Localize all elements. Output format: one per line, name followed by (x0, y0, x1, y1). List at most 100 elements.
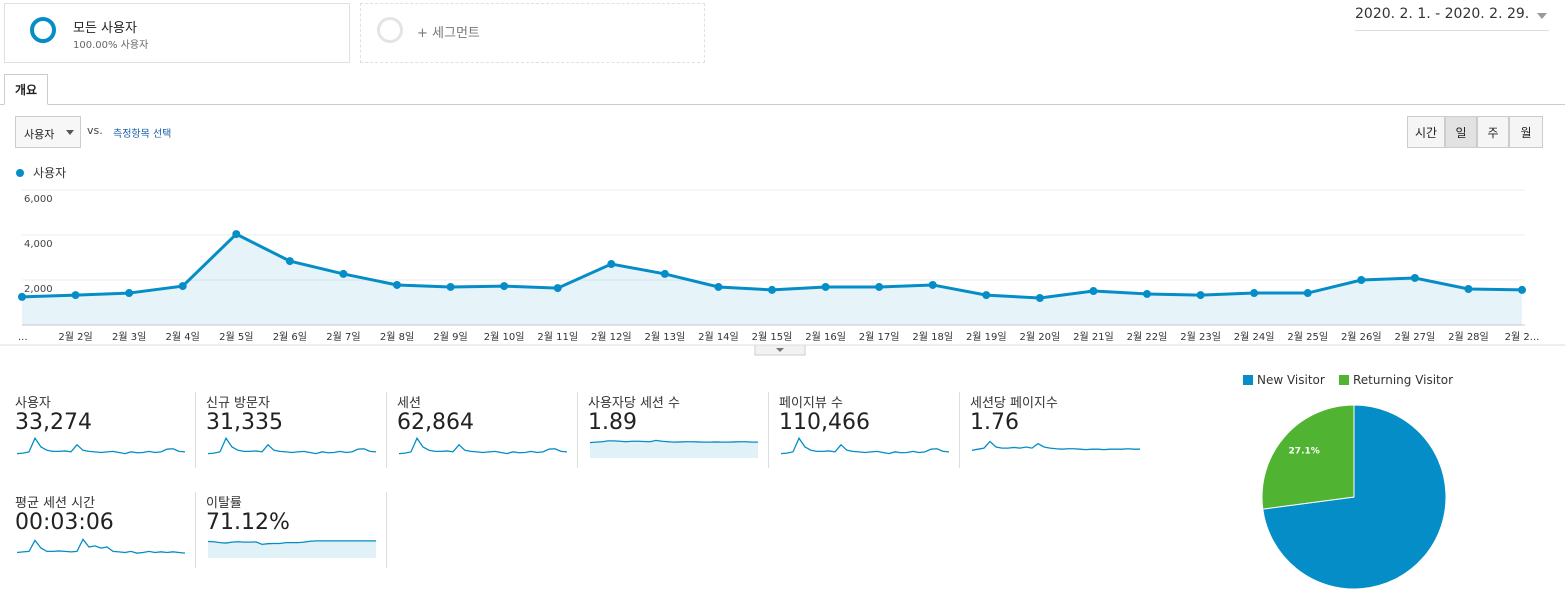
point (178, 282, 187, 291)
interval-button[interactable]: 일 (1445, 116, 1477, 148)
date-range[interactable]: 2020. 2. 1. - 2020. 2. 29. (1355, 6, 1549, 31)
point (821, 282, 830, 291)
scorecard-value: 62,864 (397, 410, 474, 435)
metric-select-label: 사용자 (24, 128, 55, 141)
point (71, 291, 80, 300)
scorecard-divider (959, 392, 960, 468)
point (285, 257, 294, 266)
point (768, 285, 776, 294)
scorecard-value: 1.76 (970, 410, 1019, 435)
segment-add-label: + 세그먼트 (417, 26, 480, 41)
x-tick-label: 2월 6일 (273, 331, 307, 343)
segment-icon (377, 17, 403, 43)
scorecard-value: 71.12% (206, 510, 290, 535)
x-tick-label: 2월 17일 (859, 331, 900, 343)
tab[interactable]: 개요 (4, 74, 48, 105)
point (446, 282, 455, 291)
x-tick-label: 2월 26일 (1341, 331, 1382, 343)
point (1464, 285, 1473, 293)
legend-swatch (1243, 375, 1253, 385)
point (714, 282, 723, 291)
segment-icon (30, 17, 56, 43)
x-tick-label: 2월 3일 (112, 331, 146, 343)
scorecard-value: 31,335 (206, 410, 283, 435)
scorecard-label: 신규 방문자 (206, 396, 270, 411)
pie-label: 27.1% (1289, 446, 1320, 456)
scorecard-divider (386, 392, 387, 468)
x-tick-label: 2월 2... (1505, 331, 1540, 343)
x-tick-label: 2월 25일 (1287, 331, 1328, 343)
x-tick-label: 2월 5일 (219, 331, 253, 343)
point (982, 291, 991, 300)
scorecard-divider (195, 492, 196, 568)
date-range-text: 2020. 2. 1. - 2020. 2. 29. (1355, 6, 1530, 22)
handle-arrow (776, 348, 784, 352)
point (339, 269, 348, 278)
point (125, 289, 134, 298)
collapse-handle[interactable] (754, 344, 806, 356)
segment-add[interactable]: + 세그먼트 (360, 3, 705, 63)
x-tick-label: 2월 23일 (1180, 331, 1221, 343)
scorecard-label: 평균 세션 시간 (15, 496, 96, 511)
dropdown-arrow (1537, 13, 1547, 19)
sparkline (589, 439, 758, 444)
sparkline-area (208, 540, 376, 558)
legend-label: New Visitor (1257, 373, 1325, 387)
y-tick-label: 2,000 (24, 284, 53, 295)
interval-button[interactable]: 시간 (1407, 116, 1445, 148)
scorecard-divider (386, 492, 387, 568)
point (500, 282, 509, 291)
scorecard-label: 사용자당 세션 수 (588, 396, 680, 411)
segment-name: 모든 사용자 (73, 21, 137, 36)
point (928, 280, 937, 289)
sparkline (16, 436, 186, 455)
x-tick-label: 2월 16일 (805, 331, 846, 343)
legend-label: 사용자 (33, 166, 66, 180)
x-tick-label: 2월 24일 (1234, 331, 1275, 343)
pie-slice (1261, 404, 1355, 510)
sparkline (16, 538, 186, 554)
x-tick-label: 2월 18일 (912, 331, 953, 343)
dropdown-arrow (66, 130, 74, 135)
interval-button[interactable]: 주 (1477, 116, 1509, 148)
x-tick-label: 2월 12일 (591, 331, 632, 343)
x-tick-label: 2월 15일 (752, 331, 793, 343)
point (1518, 285, 1526, 294)
scorecard-label: 이탈률 (206, 496, 242, 511)
scorecard-divider (577, 392, 578, 468)
x-tick-label: 2월 19일 (966, 331, 1007, 343)
sparkline-area (590, 440, 758, 458)
scorecard-value: 33,274 (15, 410, 92, 435)
scorecard-divider (768, 392, 769, 468)
scorecard-label: 세션당 페이지수 (970, 396, 1058, 411)
sparkline (780, 436, 950, 455)
point (1035, 294, 1044, 302)
scorecard-value: 110,466 (779, 410, 870, 435)
tab-rule (0, 104, 1565, 105)
x-tick-label: 2월 20일 (1020, 331, 1061, 343)
legend-label: Returning Visitor (1353, 373, 1453, 387)
metric-select[interactable]: 사용자 (15, 116, 81, 148)
scorecard-label: 세션 (397, 396, 421, 411)
point (1410, 273, 1419, 282)
segment-share: 100.00% 사용자 (73, 40, 149, 51)
legend-swatch (1339, 375, 1349, 385)
point (232, 230, 241, 239)
area (22, 234, 1522, 325)
sparkline (398, 436, 568, 455)
segment-active[interactable]: 모든 사용자 100.00% 사용자 (4, 3, 350, 63)
point (1357, 276, 1366, 284)
point (1250, 289, 1259, 298)
scorecard-value: 1.89 (588, 410, 637, 435)
select-metric-link[interactable]: 측정항목 선택 (113, 129, 172, 140)
interval-button[interactable]: 월 (1509, 116, 1543, 148)
point (553, 284, 562, 293)
point (660, 269, 669, 278)
x-tick-label: 2월 2일 (58, 331, 92, 343)
legend-marker (16, 169, 24, 177)
point (18, 292, 26, 301)
scorecard-label: 사용자 (15, 396, 51, 411)
x-tick-label: 2월 9일 (433, 331, 467, 343)
x-tick-label: 2월 21일 (1073, 331, 1114, 343)
